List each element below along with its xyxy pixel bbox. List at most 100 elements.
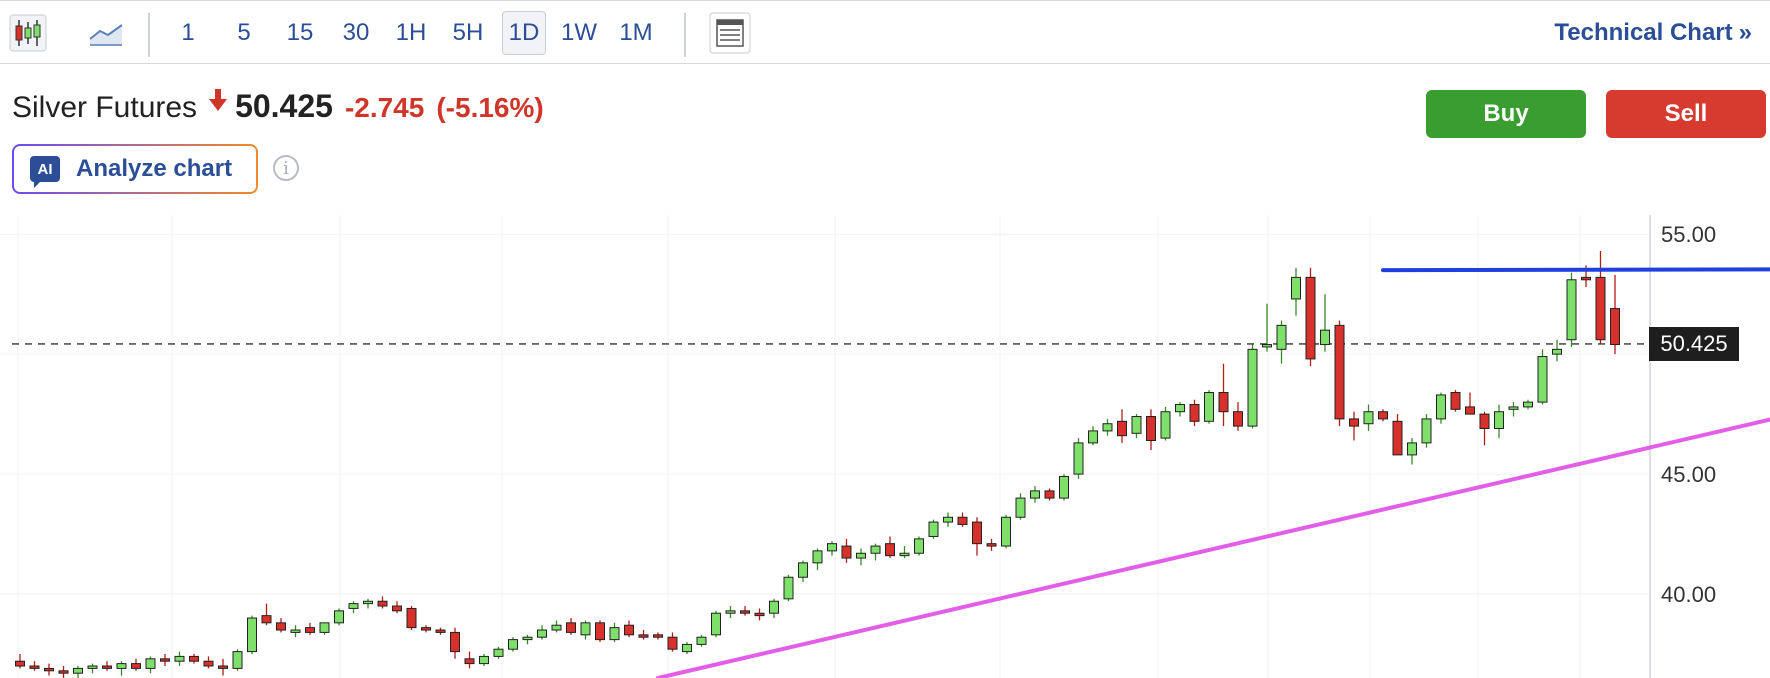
candle-down xyxy=(1595,250,1606,345)
candle-body xyxy=(189,655,199,662)
candle-up xyxy=(290,625,301,638)
technical-chart-link[interactable]: Technical Chart» xyxy=(1554,19,1752,47)
candle-up xyxy=(1436,392,1446,424)
candle-body xyxy=(798,562,808,578)
candle-down xyxy=(1465,392,1475,415)
candle-body xyxy=(696,636,707,645)
candle-up xyxy=(87,663,98,674)
candle-up xyxy=(363,598,373,609)
interval-5m-button[interactable]: 5 xyxy=(237,19,251,46)
candle-body xyxy=(812,550,823,564)
y-tick-label: 40.00 xyxy=(1661,582,1716,607)
interval-1m-button[interactable]: 1 xyxy=(181,19,195,46)
candle-up xyxy=(1262,303,1272,352)
candle-body xyxy=(1392,420,1403,456)
candle-body xyxy=(754,612,765,617)
candle-body xyxy=(551,624,562,631)
candle-down xyxy=(131,658,141,671)
candle-body xyxy=(1146,416,1156,442)
candle-body xyxy=(1552,348,1562,355)
interval-1d-button[interactable]: 1D xyxy=(502,11,546,55)
candle-body xyxy=(1247,348,1258,427)
candle-up xyxy=(232,649,243,671)
candle-up xyxy=(928,519,939,539)
candle-body xyxy=(769,600,779,614)
candlestick-chart-icon[interactable] xyxy=(8,11,48,55)
candle-body xyxy=(131,663,141,669)
candle-body xyxy=(972,521,982,545)
candle-body xyxy=(116,663,127,669)
candle-body xyxy=(1349,418,1359,427)
candle-body xyxy=(986,543,997,547)
info-icon[interactable]: i xyxy=(273,155,299,181)
y-tick-label: 45.00 xyxy=(1661,462,1716,487)
candle-down xyxy=(1305,267,1316,367)
interval-1w-button[interactable]: 1W xyxy=(561,19,597,46)
candle-body xyxy=(566,622,576,633)
candle-body xyxy=(638,634,649,638)
candle-up xyxy=(537,625,547,640)
candle-down xyxy=(1349,411,1359,441)
technical-chart-label: Technical Chart xyxy=(1554,19,1733,46)
interval-1h-button[interactable]: 1H xyxy=(395,19,427,46)
candle-body xyxy=(363,600,373,605)
candle-up xyxy=(1030,486,1040,503)
layout-icon[interactable] xyxy=(708,11,752,55)
candle-body xyxy=(102,665,112,669)
candle-body xyxy=(276,622,286,631)
interval-15m-button[interactable]: 15 xyxy=(286,19,314,46)
candle-body xyxy=(1494,411,1504,430)
candle-body xyxy=(1508,406,1519,410)
candle-up xyxy=(348,601,359,614)
candle-body xyxy=(653,634,663,638)
candle-body xyxy=(1537,356,1548,403)
candle-up xyxy=(798,560,808,583)
candle-down xyxy=(740,606,750,616)
analyze-chart-button[interactable]: AI Analyze chart xyxy=(12,144,258,194)
candle-up xyxy=(1320,294,1330,352)
candle-body xyxy=(1117,420,1127,437)
candle-body xyxy=(218,665,228,669)
candle-body xyxy=(1218,392,1229,413)
candle-body xyxy=(203,660,214,667)
candle-down xyxy=(276,618,286,633)
candle-body xyxy=(711,612,721,636)
candle-up xyxy=(551,620,562,633)
candle-up xyxy=(145,656,156,674)
candle-body xyxy=(406,607,417,629)
interval-1mo-button[interactable]: 1M xyxy=(619,19,653,46)
candle-down xyxy=(653,632,663,640)
candle-body xyxy=(1175,404,1185,413)
sell-button[interactable]: Sell xyxy=(1606,90,1766,138)
candle-down xyxy=(58,666,69,678)
candle-down xyxy=(1334,320,1345,427)
candle-body xyxy=(1160,411,1171,439)
candle-body xyxy=(1276,324,1287,350)
candle-body xyxy=(1233,411,1243,427)
interval-30m-button[interactable]: 30 xyxy=(342,19,370,46)
interval-5h-button[interactable]: 5H xyxy=(452,19,484,46)
candle-body xyxy=(1015,497,1026,518)
candle-body xyxy=(348,603,359,609)
buy-button[interactable]: Buy xyxy=(1426,90,1586,138)
candle-up xyxy=(827,541,837,556)
candlestick-chart[interactable]: 55.00 45.00 40.00 xyxy=(0,215,1770,678)
candle-up xyxy=(1523,399,1533,410)
candle-down xyxy=(435,627,446,635)
candle-down xyxy=(261,603,272,626)
candle-down xyxy=(392,601,402,614)
candle-down xyxy=(986,538,997,551)
candle-up xyxy=(1276,320,1287,364)
instrument-name: Silver Futures xyxy=(12,91,198,124)
candle-down xyxy=(1218,363,1229,427)
area-chart-icon[interactable] xyxy=(86,11,126,55)
candle-down xyxy=(841,538,852,563)
candle-body xyxy=(1465,406,1475,415)
candle-body xyxy=(1305,276,1316,360)
candle-up xyxy=(1175,402,1185,417)
candle-body xyxy=(1131,416,1142,434)
candle-up xyxy=(870,543,881,561)
down-arrow-icon xyxy=(209,89,228,111)
candle-body xyxy=(44,667,54,672)
price-change: -2.745 xyxy=(344,92,425,123)
